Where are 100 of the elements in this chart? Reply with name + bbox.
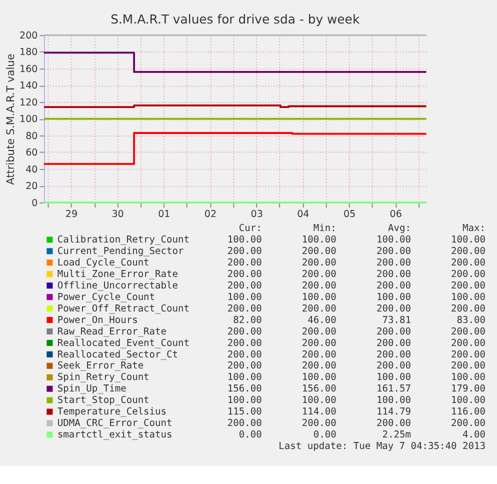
text: 200.00 (302, 280, 337, 292)
chart-title: S.M.A.R.T values for drive sda - by week (110, 12, 360, 27)
text: 200.00 (302, 338, 337, 349)
legend-label: Reallocated_Event_Count (57, 338, 190, 349)
text: 200.00 (227, 360, 262, 372)
text: 200.00 (227, 303, 262, 314)
text: 200.00 (227, 349, 262, 360)
y-axis-title: Attribute S.M.A.R.T value (4, 54, 17, 185)
legend-label: Power_Cycle_Count (57, 292, 156, 303)
legend-label: Power_On_Hours (57, 314, 138, 326)
text: 200.00 (451, 257, 486, 268)
text: 200.00 (302, 349, 337, 360)
legend-label: Raw_Read_Error_Rate (57, 326, 167, 338)
x-tick-label: 04 (297, 209, 310, 220)
x-tick-label: 01 (158, 209, 170, 220)
text: 200.00 (227, 326, 262, 338)
text: 100.00 (302, 292, 337, 303)
x-tick-label: 05 (343, 209, 356, 220)
x-tick-label: 02 (204, 209, 217, 220)
text: 200.00 (451, 268, 486, 280)
text: Max: (462, 223, 486, 234)
text: 200.00 (376, 349, 412, 360)
text: 100.00 (376, 372, 412, 384)
text: 114.79 (376, 406, 412, 418)
text: 179.00 (451, 384, 486, 395)
text: 200.00 (227, 257, 262, 268)
legend-label: Seek_Error_Rate (57, 360, 144, 372)
legend-label: Spin_Up_Time (57, 384, 127, 395)
text: 161.57 (376, 384, 412, 395)
text: 114.00 (302, 406, 337, 418)
y-tick-label: 180 (20, 47, 38, 58)
text: 200.00 (451, 246, 486, 258)
legend-label: Reallocated_Sector_Ct (57, 349, 178, 360)
text: 200.00 (451, 303, 486, 314)
y-tick-label: 200 (20, 30, 38, 42)
text: Avg: (388, 223, 411, 234)
legend-label: Start_Stop_Count (57, 395, 150, 406)
text: 200.00 (227, 338, 262, 349)
text: 200.00 (376, 280, 412, 292)
y-tick-label: 140 (20, 80, 38, 92)
text: 200.00 (227, 268, 262, 280)
y-tick-label: 120 (20, 97, 38, 108)
legend-label: UDMA_CRC_Error_Count (57, 418, 172, 430)
legend-label: Power_Off_Retract_Count (57, 303, 190, 314)
legend-label: Current_Pending_Sector (57, 246, 184, 258)
text: 200.00 (376, 338, 412, 349)
x-tick-label: 30 (112, 209, 124, 220)
text: 200.00 (376, 326, 412, 338)
text: 46.00 (308, 314, 337, 326)
text: 100.00 (451, 292, 486, 303)
y-tick-label: 40 (26, 164, 38, 176)
legend-label: Spin_Retry_Count (57, 372, 150, 384)
text: 115.00 (227, 406, 262, 418)
text: 200.00 (302, 268, 337, 280)
text: 200.00 (376, 268, 412, 280)
text: 200.00 (451, 338, 486, 349)
text: 200.00 (451, 349, 486, 360)
text: 156.00 (302, 384, 337, 395)
text: Cur: (238, 223, 262, 234)
y-tick-label: 20 (26, 181, 38, 192)
text: 100.00 (451, 234, 486, 246)
text: 73.81 (382, 314, 412, 326)
legend-label: Offline_Uncorrectable (57, 280, 178, 292)
text: 4.00 (462, 430, 486, 441)
legend-label: Load_Cycle_Count (57, 257, 150, 268)
text: 100.00 (451, 372, 486, 384)
text: 200.00 (376, 303, 412, 314)
text: 100.00 (302, 395, 337, 406)
x-tick-label: 03 (250, 209, 263, 220)
text: 100.00 (376, 292, 412, 303)
text: 83.00 (456, 314, 486, 326)
text: 200.00 (451, 280, 486, 292)
text: 82.00 (233, 314, 262, 326)
text: 0.00 (238, 430, 262, 441)
text: 100.00 (227, 234, 262, 246)
legend-label: Calibration_Retry_Count (57, 234, 190, 246)
text: 200.00 (302, 246, 337, 258)
text: 116.00 (451, 406, 486, 418)
text: 156.00 (227, 384, 262, 395)
text: 100.00 (227, 372, 262, 384)
text: 200.00 (451, 418, 486, 430)
text: 200.00 (227, 246, 262, 258)
text: 100.00 (227, 292, 262, 303)
text: 200.00 (376, 360, 412, 372)
text: 100.00 (227, 395, 262, 406)
text: 100.00 (302, 372, 337, 384)
legend-label: Multi_Zone_Error_Rate (57, 268, 178, 280)
text: 100.00 (376, 395, 412, 406)
x-tick-label: 06 (390, 209, 402, 220)
text: 200.00 (302, 303, 337, 314)
y-tick-label: 60 (26, 148, 38, 159)
y-tick-label: 100 (20, 114, 38, 126)
text: 200.00 (227, 280, 262, 292)
y-tick-label: 0 (32, 198, 38, 209)
y-tick-label: 160 (20, 64, 38, 75)
legend-label: smartctl_exit_status (57, 430, 172, 441)
text: 0.00 (313, 430, 337, 441)
text: 200.00 (376, 418, 412, 430)
text: 100.00 (302, 234, 337, 246)
text: 200.00 (302, 418, 337, 430)
